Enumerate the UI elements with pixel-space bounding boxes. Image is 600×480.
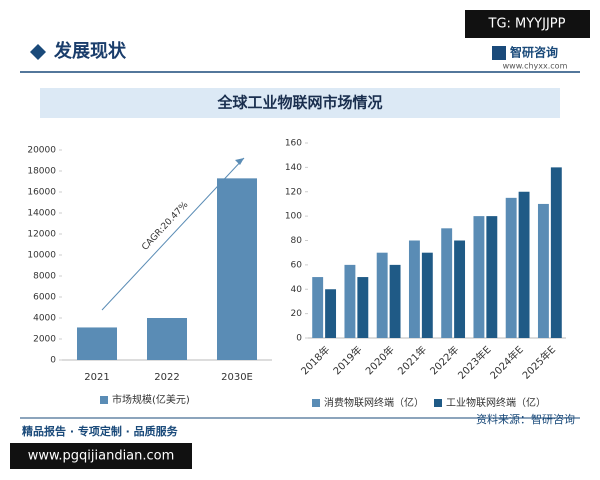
y-tick-label: 12000 — [27, 230, 56, 240]
bar — [344, 264, 356, 338]
y-tick-label: 40 — [291, 285, 303, 295]
y-tick-label: 20 — [291, 309, 303, 319]
y-tick-label: 10000 — [27, 251, 56, 261]
diamond-icon — [30, 44, 46, 60]
x-tick-label: 2022 — [154, 372, 179, 383]
bar — [217, 178, 257, 360]
y-tick-label: 100 — [285, 212, 302, 222]
y-tick-label: 160 — [285, 139, 302, 149]
site-text: www.pgqijiandian.com — [28, 449, 175, 464]
y-tick-label: 80 — [291, 236, 303, 246]
bar — [505, 197, 517, 338]
y-tick-label: 140 — [285, 163, 302, 173]
source: 资料来源：智研咨询 — [476, 412, 575, 426]
arrow-head — [235, 158, 244, 165]
bar — [537, 203, 549, 338]
y-tick-label: 16000 — [27, 188, 56, 198]
y-tick-label: 0 — [50, 356, 56, 366]
y-tick-label: 18000 — [27, 167, 56, 177]
x-tick-label: 2021 — [84, 372, 109, 383]
legend-label: 工业物联网终端（亿） — [446, 396, 546, 409]
bar — [312, 277, 324, 338]
bar — [486, 216, 498, 338]
y-tick-label: 120 — [285, 187, 302, 197]
y-tick-label: 8000 — [33, 272, 56, 282]
site-box — [10, 443, 192, 469]
bar — [518, 191, 530, 338]
legend-swatch — [100, 396, 108, 404]
bar — [389, 264, 401, 338]
y-tick-label: 14000 — [27, 209, 56, 219]
y-tick-label: 4000 — [33, 314, 56, 324]
tg-box — [465, 10, 590, 38]
y-tick-label: 2000 — [33, 335, 56, 345]
logo-url: www.chyxx.com — [503, 62, 568, 71]
bar — [147, 318, 187, 360]
arrow — [101, 157, 245, 311]
y-tick-label: 20000 — [27, 146, 56, 156]
legend-label: 市场规模(亿美元) — [112, 393, 190, 406]
x-tick-label: 2030E — [221, 372, 253, 383]
banner — [40, 88, 560, 118]
banner-title: 全球工业物联网市场情况 — [216, 94, 382, 112]
bar — [441, 228, 453, 338]
legend-swatch — [434, 399, 442, 407]
bar — [454, 240, 466, 338]
y-tick-label: 0 — [296, 334, 302, 344]
bar — [77, 327, 117, 360]
section-title: 发展现状 — [53, 40, 127, 62]
bar — [325, 289, 337, 338]
tg-text: TG: MYYJJPP — [488, 17, 566, 32]
bar — [357, 277, 369, 338]
logo: 智研咨询 — [509, 45, 558, 60]
bar — [421, 252, 433, 338]
bar — [473, 216, 485, 338]
bar — [408, 240, 420, 338]
footer-slogan: 精品报告 · 专项定制 · 品质服务 — [22, 424, 179, 438]
legend-swatch — [312, 399, 320, 407]
y-tick-label: 6000 — [33, 293, 56, 303]
logo-icon — [492, 46, 506, 60]
bar — [376, 252, 388, 338]
legend-label: 消费物联网终端（亿） — [324, 396, 424, 409]
y-tick-label: 60 — [291, 260, 303, 270]
bar — [550, 167, 562, 338]
